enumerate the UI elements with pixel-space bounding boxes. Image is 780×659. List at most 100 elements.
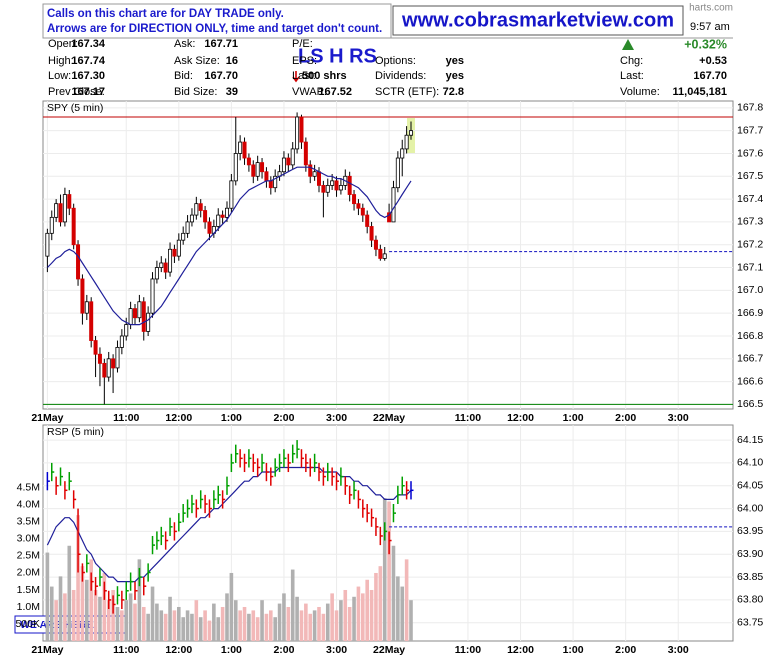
volume-bar: [98, 596, 102, 641]
volume-bar: [260, 600, 264, 641]
candle-body: [400, 148, 405, 159]
y2-tick-label: 3.0M: [17, 533, 40, 545]
volume-bar: [387, 501, 391, 641]
volume-bar: [347, 606, 352, 641]
x-tick-label: 12:00: [165, 412, 192, 424]
volume-bar: [102, 572, 107, 641]
candle-body: [360, 207, 365, 216]
candle-body: [154, 267, 159, 280]
volume-bar: [163, 613, 168, 641]
quote-value: +0.53: [699, 55, 727, 67]
volume-bar: [190, 613, 194, 641]
x-tick-label: 11:00: [113, 412, 139, 424]
volume-bar: [229, 572, 234, 641]
volume-bar: [115, 606, 120, 641]
moving-average: [46, 166, 412, 326]
quote-label: High:: [48, 55, 74, 67]
y2-tick-label: 1.5M: [17, 584, 40, 596]
volume-bar: [71, 589, 76, 641]
candle-body: [124, 324, 129, 337]
candle-body: [273, 175, 278, 189]
volume-bar: [352, 596, 356, 641]
y-tick-label: 63.80: [737, 594, 763, 606]
candle-body: [404, 134, 409, 150]
quote-value: 39: [226, 86, 238, 98]
y-tick-label: 167.2: [737, 239, 763, 251]
x-tick-label: 22May: [373, 644, 405, 656]
x-tick-label: 11:00: [455, 644, 481, 656]
y2-tick-label: 3.5M: [17, 516, 40, 528]
last-arrow: [292, 71, 300, 83]
volume-bar: [321, 613, 326, 641]
volume-bar: [124, 600, 129, 641]
quote-label: Last:: [620, 70, 644, 82]
volume-bar: [365, 579, 369, 641]
volume-bar: [286, 606, 291, 641]
candle-body: [198, 203, 203, 211]
candle-body: [251, 164, 256, 177]
candle-body: [146, 312, 151, 332]
y-tick-label: 166.5: [737, 398, 763, 410]
volume-bar: [181, 617, 185, 641]
quote-value: 11,045,181: [673, 86, 727, 98]
volume-bar: [290, 569, 295, 641]
volume-bar: [212, 603, 216, 641]
y-tick-label: 167.1: [737, 261, 763, 273]
quote-value: 167.70: [204, 70, 238, 82]
volume-bar: [216, 617, 221, 641]
candle-body: [264, 171, 269, 182]
volume-bar: [54, 600, 58, 641]
volume-bar: [325, 603, 330, 641]
y2-tick-label: 2.5M: [17, 550, 40, 562]
panel-title: SPY (5 min): [47, 102, 103, 114]
y-tick-label: 167.4: [737, 193, 763, 205]
volume-bar: [225, 593, 229, 641]
volume-bar: [374, 572, 378, 641]
y2-tick-label: 2.0M: [17, 567, 40, 579]
quote-label: Ask Size:: [174, 55, 220, 67]
x-tick-label: 3:00: [326, 644, 347, 656]
volume-bar: [58, 576, 63, 641]
quote-label: Dividends:: [375, 70, 426, 82]
x-tick-label: 11:00: [113, 644, 139, 656]
x-tick-label: 2:00: [615, 412, 636, 424]
volume-bar: [185, 610, 190, 641]
candle-body: [49, 216, 54, 234]
candle-body: [93, 340, 98, 355]
quote-label: Chg:: [620, 55, 643, 67]
quote-value: 500 shrs: [302, 70, 347, 82]
x-tick-label: 21May: [31, 644, 63, 656]
candle-body: [260, 162, 265, 173]
candle-body: [242, 141, 247, 159]
panel-frame: [42, 100, 734, 410]
volume-bar: [141, 606, 146, 641]
volume-bar: [255, 617, 260, 641]
candle-body: [286, 157, 291, 166]
candle-body: [45, 232, 50, 257]
notice-line: Calls on this chart are for DAY TRADE on…: [47, 8, 284, 20]
x-tick-label: 12:00: [165, 644, 192, 656]
y-tick-label: 63.95: [737, 525, 763, 537]
candle-body: [172, 248, 177, 257]
candle-body: [203, 210, 208, 223]
candle-body: [194, 203, 199, 216]
y-tick-label: 167.7: [737, 124, 763, 136]
volume-bar: [45, 552, 50, 641]
panel-title: RSP (5 min): [47, 426, 104, 438]
candle-body: [233, 153, 238, 182]
volume-bar: [273, 617, 277, 641]
candle-body: [185, 221, 190, 234]
volume-bar: [356, 586, 361, 641]
x-tick-label: 11:00: [455, 412, 481, 424]
volume-bar: [334, 610, 339, 641]
volume-bar: [330, 593, 334, 641]
y-tick-label: 167.3: [737, 216, 763, 228]
volume-bar: [172, 610, 177, 641]
x-tick-label: 3:00: [668, 412, 689, 424]
volume-bar: [400, 586, 405, 641]
brand: harts.com: [689, 3, 733, 14]
volume-bar: [391, 545, 396, 641]
candle-body: [238, 141, 243, 154]
quote-label: Bid Size:: [174, 86, 217, 98]
